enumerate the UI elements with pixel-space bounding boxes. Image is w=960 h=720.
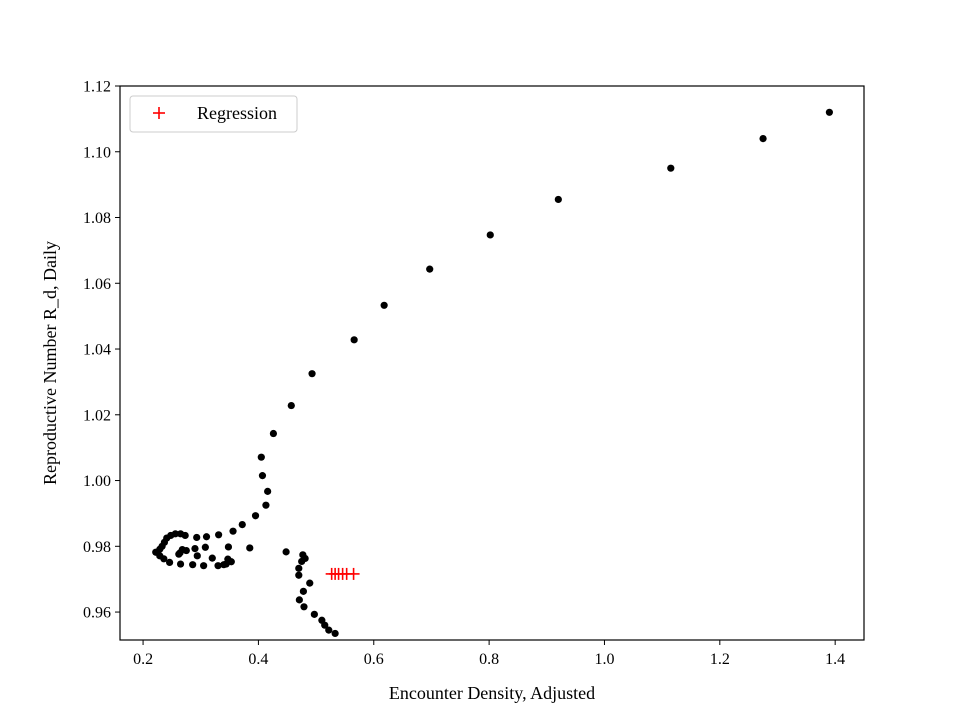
- data-point: [166, 558, 174, 567]
- legend-label-regression: Regression: [197, 103, 277, 123]
- data-point: [295, 571, 303, 579]
- legend-plus-marker: [153, 107, 165, 119]
- x-tick-label: 1.0: [594, 651, 614, 668]
- data-point: [298, 557, 306, 566]
- y-axis-title: Reproductive Number R_d, Daily: [40, 241, 60, 485]
- data-point: [201, 543, 209, 551]
- y-tick-label: 0.98: [83, 539, 111, 556]
- data-point: [264, 487, 272, 495]
- data-point: [262, 501, 270, 509]
- data-point: [176, 560, 185, 568]
- data-point: [160, 555, 168, 563]
- data-point: [486, 231, 494, 239]
- data-point: [759, 135, 767, 143]
- data-point: [321, 621, 329, 629]
- data-point: [350, 336, 358, 344]
- data-point: [380, 301, 388, 309]
- data-point: [308, 370, 316, 378]
- y-tick-label: 1.06: [83, 276, 111, 293]
- x-tick-label: 0.6: [364, 651, 384, 668]
- data-point: [325, 626, 333, 634]
- data-point: [176, 530, 185, 538]
- data-point: [331, 629, 339, 638]
- x-tick-label: 1.2: [710, 651, 730, 668]
- data-point: [191, 544, 199, 553]
- x-tick-label: 0.8: [479, 651, 499, 668]
- y-tick-label: 0.96: [83, 605, 111, 622]
- x-tick-label: 1.4: [825, 651, 845, 668]
- data-point: [825, 108, 833, 116]
- regression-point: [347, 567, 360, 580]
- data-point: [426, 265, 434, 273]
- legend-box: [129, 95, 298, 133]
- x-tick-label: 0.2: [133, 651, 153, 668]
- data-point: [208, 554, 216, 562]
- data-point: [246, 544, 254, 552]
- data-point: [295, 564, 303, 572]
- data-point: [300, 603, 308, 611]
- y-tick-label: 1.04: [83, 342, 111, 359]
- data-point: [306, 579, 314, 587]
- data-point: [224, 543, 233, 551]
- y-tick-label: 1.00: [83, 473, 111, 490]
- data-point: [282, 548, 290, 556]
- y-tick-label: 1.08: [83, 210, 111, 227]
- y-axis: 0.96 0.98 1.00 1.02 1.04 1.06 1.08 1.10 1.12: [83, 79, 120, 622]
- data-point: [251, 512, 260, 520]
- x-axis: 0.2 0.4 0.6 0.8 1.0 1.2 1.4: [133, 640, 845, 668]
- data-point: [222, 560, 230, 568]
- data-point: [189, 561, 197, 569]
- data-point: [200, 562, 208, 570]
- data-point: [215, 531, 223, 539]
- data-point: [193, 533, 201, 542]
- data-point: [269, 429, 278, 438]
- x-axis-title: Encounter Density, Adjusted: [389, 683, 595, 703]
- data-point: [214, 562, 222, 570]
- y-tick-label: 1.02: [83, 407, 111, 424]
- data-point: [310, 610, 318, 618]
- data-point: [229, 527, 237, 535]
- y-tick-label: 1.12: [83, 79, 111, 96]
- x-tick-label: 0.4: [248, 651, 268, 668]
- data-point: [257, 453, 265, 461]
- data-point: [554, 195, 562, 204]
- data-point: [202, 533, 211, 541]
- data-point: [667, 164, 675, 172]
- data-points: [152, 108, 833, 638]
- legend: Regression: [129, 95, 298, 133]
- data-point: [178, 545, 186, 554]
- data-point: [299, 587, 308, 595]
- data-point: [258, 472, 267, 480]
- data-point: [193, 552, 201, 560]
- y-tick-label: 1.10: [83, 144, 111, 161]
- data-point: [287, 401, 295, 410]
- data-point: [295, 596, 303, 604]
- data-point: [238, 520, 246, 529]
- plot-frame: [119, 85, 865, 641]
